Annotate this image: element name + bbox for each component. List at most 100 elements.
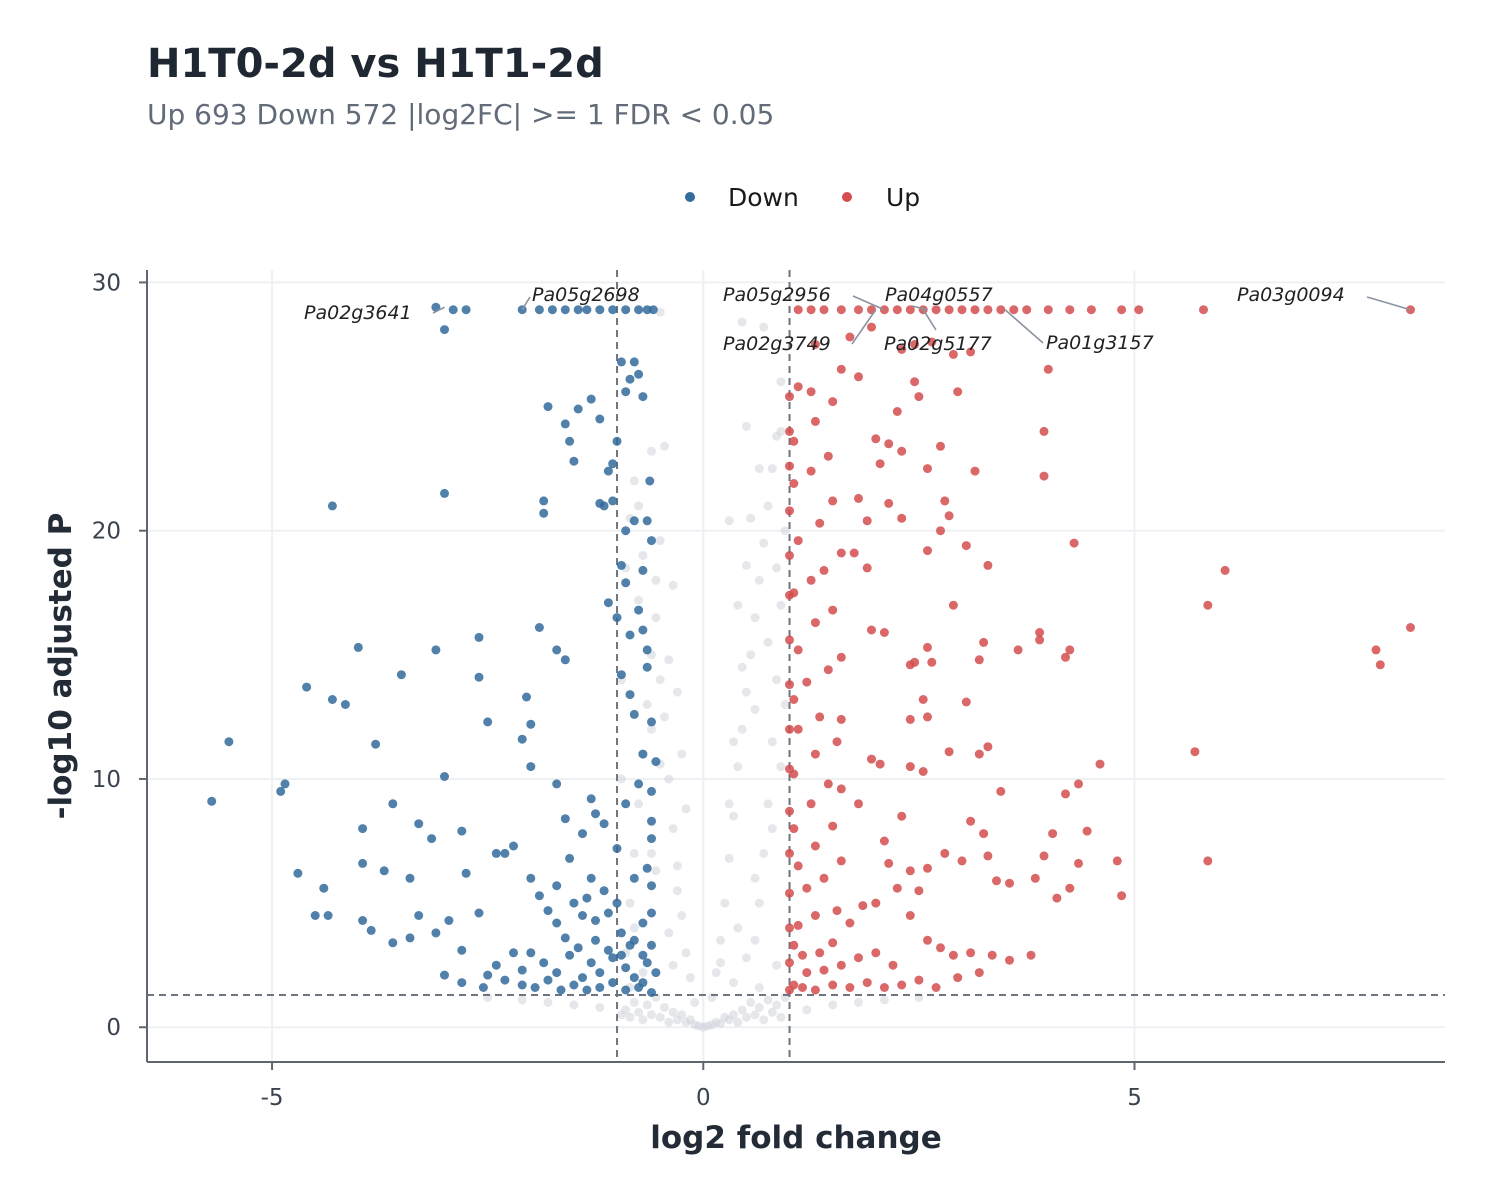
data-point-up bbox=[828, 938, 838, 948]
data-point-down bbox=[634, 369, 644, 379]
data-point-up bbox=[836, 652, 846, 662]
data-point-ns bbox=[780, 700, 790, 709]
data-point-ns bbox=[733, 1017, 743, 1027]
data-point-up bbox=[810, 340, 820, 349]
data-point-ns bbox=[729, 737, 738, 747]
data-point-down bbox=[582, 985, 592, 995]
data-point-down bbox=[621, 985, 631, 995]
data-point-up bbox=[793, 305, 803, 315]
data-point-up bbox=[815, 518, 825, 528]
data-point-ns bbox=[638, 1015, 648, 1025]
data-point-down bbox=[448, 305, 458, 315]
data-point-up bbox=[923, 642, 932, 652]
data-point-up bbox=[923, 712, 932, 722]
data-point-up bbox=[1117, 305, 1127, 315]
data-point-down bbox=[474, 908, 484, 918]
data-point-down bbox=[302, 682, 312, 692]
data-point-up bbox=[953, 973, 963, 983]
data-point-down bbox=[638, 625, 648, 635]
data-point-down bbox=[634, 605, 644, 615]
data-point-up bbox=[879, 628, 889, 637]
data-point-up bbox=[905, 911, 915, 920]
data-point-up bbox=[1220, 565, 1230, 575]
data-point-ns bbox=[634, 1007, 644, 1017]
data-point-down bbox=[414, 819, 424, 829]
data-point-up bbox=[923, 935, 932, 945]
data-point-up bbox=[910, 377, 920, 387]
data-point-down bbox=[560, 814, 570, 824]
data-point-down bbox=[638, 749, 648, 759]
data-point-up bbox=[806, 387, 816, 397]
data-point-up bbox=[1203, 600, 1213, 610]
data-point-down bbox=[483, 717, 493, 727]
data-point-ns bbox=[767, 1007, 777, 1017]
data-point-down bbox=[552, 645, 562, 655]
data-point-up bbox=[854, 953, 863, 963]
data-point-down bbox=[638, 918, 648, 928]
data-point-down bbox=[616, 950, 626, 960]
data-point-down bbox=[645, 476, 655, 486]
data-point-up bbox=[923, 464, 932, 474]
data-point-down bbox=[621, 578, 631, 588]
data-point-ns bbox=[672, 861, 682, 871]
data-point-down bbox=[629, 709, 639, 719]
data-point-up bbox=[1117, 891, 1127, 901]
data-point-down bbox=[371, 739, 381, 749]
data-point-down bbox=[560, 419, 570, 429]
data-point-up bbox=[1082, 826, 1092, 836]
data-point-down bbox=[647, 940, 656, 950]
data-point-down bbox=[534, 891, 544, 901]
data-point-ns bbox=[750, 1010, 760, 1020]
data-point-down bbox=[565, 950, 575, 960]
data-point-down bbox=[629, 873, 639, 883]
data-point-down bbox=[625, 690, 635, 700]
data-point-down bbox=[431, 302, 441, 312]
data-point-ns bbox=[763, 799, 773, 809]
gene-label: Pa04g0557 bbox=[885, 284, 993, 306]
data-point-down bbox=[591, 809, 600, 819]
data-point-up bbox=[828, 605, 838, 615]
data-point-ns bbox=[746, 513, 756, 523]
data-point-ns bbox=[741, 1012, 751, 1022]
data-point-down bbox=[358, 824, 368, 834]
data-point-up bbox=[832, 906, 842, 916]
y-tick-label: 10 bbox=[92, 767, 121, 793]
data-point-ns bbox=[672, 886, 682, 896]
data-point-down bbox=[629, 973, 639, 983]
data-point-ns bbox=[720, 898, 730, 908]
data-point-up bbox=[970, 466, 980, 476]
data-point-down bbox=[634, 779, 644, 789]
data-point-down bbox=[547, 305, 557, 315]
data-point-down bbox=[440, 488, 449, 498]
data-point-down bbox=[461, 305, 471, 315]
data-point-up bbox=[931, 983, 941, 992]
data-point-down bbox=[634, 305, 644, 315]
data-point-ns bbox=[733, 762, 743, 772]
data-point-down bbox=[578, 829, 587, 839]
data-point-ns bbox=[776, 377, 786, 387]
data-point-up bbox=[828, 496, 838, 506]
data-point-up bbox=[953, 387, 963, 397]
data-point-down bbox=[573, 943, 583, 953]
data-point-up bbox=[923, 546, 932, 556]
data-point-down bbox=[642, 863, 652, 873]
data-point-ns bbox=[677, 911, 687, 920]
data-point-up bbox=[810, 911, 820, 920]
data-point-down bbox=[642, 662, 652, 672]
data-point-up bbox=[879, 836, 889, 846]
data-point-up bbox=[936, 943, 945, 953]
data-point-ns bbox=[759, 1015, 769, 1025]
data-point-ns bbox=[776, 600, 786, 610]
data-point-down bbox=[565, 853, 575, 863]
data-point-ns bbox=[741, 687, 751, 697]
data-point-ns bbox=[750, 873, 760, 883]
data-point-down bbox=[327, 695, 337, 704]
data-point-up bbox=[793, 920, 803, 930]
data-point-up bbox=[966, 816, 976, 826]
data-point-up bbox=[1375, 660, 1385, 670]
data-point-up bbox=[957, 305, 967, 315]
data-point-ns bbox=[647, 724, 656, 734]
data-point-ns bbox=[754, 1002, 764, 1012]
data-point-ns bbox=[569, 1000, 579, 1010]
legend-label-up: Up bbox=[886, 183, 920, 212]
